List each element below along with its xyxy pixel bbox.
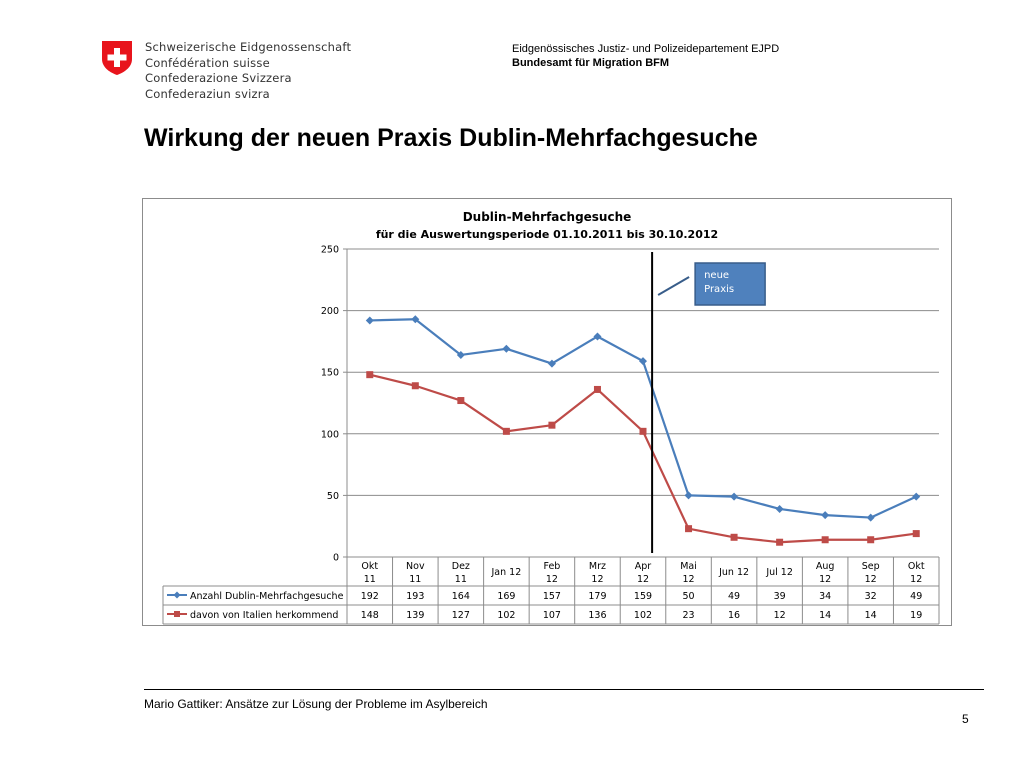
x-tick-label: Okt 12 bbox=[908, 561, 925, 585]
data-point-series-2 bbox=[366, 371, 374, 379]
x-tick-label: Nov 11 bbox=[406, 561, 425, 585]
data-table-value: 159 bbox=[634, 591, 652, 602]
data-table-value: 179 bbox=[588, 591, 606, 602]
callout-pointer bbox=[657, 276, 690, 296]
data-table-value: 34 bbox=[819, 591, 831, 602]
x-tick-label: Mrz 12 bbox=[589, 561, 606, 585]
x-tick-label: Apr 12 bbox=[635, 561, 652, 585]
footer-divider bbox=[144, 689, 984, 690]
data-table-value: 16 bbox=[728, 610, 740, 621]
legend-label: davon von Italien herkommend bbox=[190, 610, 338, 621]
callout-text: neue bbox=[704, 270, 729, 281]
data-table-value: 39 bbox=[774, 591, 786, 602]
series-line-2 bbox=[369, 373, 917, 544]
data-table-value: 49 bbox=[910, 591, 922, 602]
data-table-value: 192 bbox=[361, 591, 379, 602]
data-table-value: 14 bbox=[865, 610, 877, 621]
x-tick-label: Jun 12 bbox=[718, 567, 749, 578]
office-name: Bundesamt für Migration BFM bbox=[512, 57, 670, 69]
swiss-cross-logo bbox=[102, 41, 132, 75]
data-point-series-2 bbox=[730, 533, 738, 541]
y-tick-label: 100 bbox=[321, 429, 339, 440]
data-point-series-2 bbox=[548, 421, 556, 429]
data-table-value: 136 bbox=[588, 610, 606, 621]
data-point-series-1 bbox=[365, 316, 374, 325]
org-name-rm: Confederaziun svizra bbox=[145, 86, 270, 101]
data-table-value: 50 bbox=[682, 591, 694, 602]
data-table-value: 23 bbox=[682, 610, 694, 621]
y-tick-label: 150 bbox=[321, 368, 339, 379]
data-point-series-2 bbox=[685, 525, 693, 533]
legend-key-marker bbox=[173, 591, 181, 599]
y-tick-label: 50 bbox=[327, 491, 339, 502]
data-table-value: 164 bbox=[452, 591, 470, 602]
org-name-fr: Confédération suisse bbox=[145, 55, 270, 70]
series-line-1 bbox=[369, 318, 917, 519]
y-tick-label: 250 bbox=[321, 245, 339, 256]
data-point-series-2 bbox=[593, 385, 601, 393]
data-point-series-2 bbox=[912, 530, 920, 538]
data-point-series-1 bbox=[866, 513, 875, 522]
line-chart: Dublin-Mehrfachgesuche für die Auswertung… bbox=[162, 210, 940, 625]
data-table-value: 32 bbox=[865, 591, 877, 602]
data-point-series-2 bbox=[411, 382, 419, 390]
department-name: Eidgenössisches Justiz- und Polizeidepar… bbox=[512, 43, 780, 55]
data-point-series-1 bbox=[912, 492, 921, 501]
x-tick-label: Feb 12 bbox=[544, 561, 561, 585]
org-names: Schweizerische Eidgenossenschaft Confédé… bbox=[145, 40, 351, 102]
data-table-value: 127 bbox=[452, 610, 470, 621]
y-tick-label: 200 bbox=[321, 306, 339, 317]
x-tick-label: Dez 11 bbox=[452, 561, 470, 585]
x-tick-label: Mai 12 bbox=[680, 561, 697, 585]
data-table-value: 107 bbox=[543, 610, 561, 621]
data-point-series-1 bbox=[547, 359, 556, 368]
data-point-series-2 bbox=[867, 536, 875, 544]
data-table-value: 148 bbox=[361, 610, 379, 621]
footer-text: Mario Gattiker: Ansätze zur Lösung der P… bbox=[144, 697, 488, 711]
x-tick-label: Aug 12 bbox=[816, 561, 835, 585]
x-tick-label: Jan 12 bbox=[491, 567, 522, 578]
data-point-series-2 bbox=[639, 427, 647, 435]
x-tick-label: Jul 12 bbox=[765, 567, 793, 578]
chart-title: Dublin-Mehrfachgesuche bbox=[463, 210, 632, 224]
chart-frame: Dublin-Mehrfachgesuche für die Auswertung… bbox=[142, 198, 952, 626]
callout-text: Praxis bbox=[704, 284, 734, 295]
legend-label: Anzahl Dublin-Mehrfachgesuche bbox=[190, 591, 344, 602]
data-table-value: 19 bbox=[910, 610, 922, 621]
legend-key-marker bbox=[174, 611, 180, 617]
department-block: Eidgenössisches Justiz- und Polizeidepar… bbox=[512, 42, 779, 70]
data-table-value: 139 bbox=[406, 610, 424, 621]
data-point-series-1 bbox=[593, 332, 602, 341]
data-table-value: 12 bbox=[774, 610, 786, 621]
data-point-series-1 bbox=[775, 504, 784, 513]
data-point-series-2 bbox=[776, 538, 784, 546]
data-point-series-1 bbox=[456, 350, 465, 359]
data-point-series-1 bbox=[411, 315, 420, 324]
data-table-value: 169 bbox=[497, 591, 515, 602]
data-point-series-2 bbox=[821, 536, 829, 544]
chart-subtitle: für die Auswertungsperiode 01.10.2011 bi… bbox=[376, 228, 718, 241]
page-number: 5 bbox=[962, 712, 969, 726]
x-tick-label: Okt 11 bbox=[361, 561, 378, 585]
data-point-series-2 bbox=[502, 427, 510, 435]
x-tick-label: Sep 12 bbox=[862, 561, 880, 585]
data-point-series-1 bbox=[502, 344, 511, 353]
callout-box bbox=[694, 262, 766, 306]
data-table-value: 49 bbox=[728, 591, 740, 602]
data-point-series-1 bbox=[730, 492, 739, 501]
y-tick-label: 0 bbox=[333, 553, 339, 564]
org-name-it: Confederazione Svizzera bbox=[145, 71, 292, 85]
data-point-series-1 bbox=[639, 357, 647, 366]
data-table-value: 193 bbox=[406, 591, 424, 602]
data-table-value: 157 bbox=[543, 591, 561, 602]
data-point-series-2 bbox=[457, 397, 465, 405]
data-table-value: 14 bbox=[819, 610, 831, 621]
org-name-de: Schweizerische Eidgenossenschaft bbox=[145, 40, 352, 54]
data-table-value: 102 bbox=[634, 610, 652, 621]
data-table-value: 102 bbox=[497, 610, 515, 621]
page-title: Wirkung der neuen Praxis Dublin-Mehrfach… bbox=[144, 124, 758, 152]
data-point-series-1 bbox=[821, 511, 830, 520]
data-point-series-1 bbox=[684, 491, 693, 500]
